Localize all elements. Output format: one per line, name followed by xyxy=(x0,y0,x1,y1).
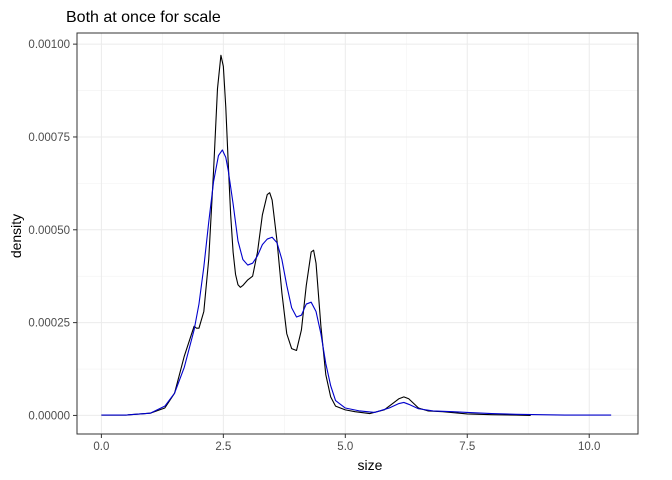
chart-title: Both at once for scale xyxy=(66,9,221,26)
y-tick-label: 0.00025 xyxy=(28,318,70,330)
x-axis: 0.0 2.5 5.0 7.5 10.0 xyxy=(93,434,600,453)
x-tick-label: 5.0 xyxy=(337,441,353,453)
x-tick-label: 0.0 xyxy=(93,441,109,453)
plot-panel-border xyxy=(76,32,639,435)
series-group xyxy=(101,54,612,416)
density-line-2 xyxy=(101,149,612,416)
y-axis: 0.00000 0.00025 0.00050 0.00075 0.00100 xyxy=(28,39,77,422)
y-tick-label: 0.00050 xyxy=(28,225,70,237)
x-tick-label: 2.5 xyxy=(215,441,231,453)
x-axis-title: size xyxy=(358,457,383,473)
y-tick-label: 0.00075 xyxy=(28,132,70,144)
y-tick-label: 0.00000 xyxy=(28,410,70,422)
y-axis-title: density xyxy=(8,214,24,258)
y-tick-label: 0.00100 xyxy=(28,39,70,51)
x-tick-label: 10.0 xyxy=(578,441,600,453)
density-line-1 xyxy=(101,54,531,416)
x-tick-label: 7.5 xyxy=(459,441,475,453)
grid xyxy=(77,33,638,434)
